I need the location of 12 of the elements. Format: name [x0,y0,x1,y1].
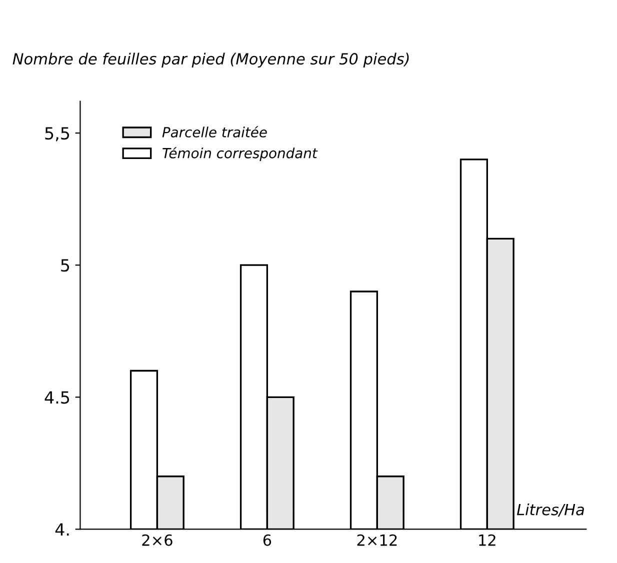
y-tick-label: 4. [55,523,69,536]
x-tick-label: 6 [263,534,272,546]
legend-label: Parcelle traitée [162,126,267,138]
legend-label: Témoin correspondant [162,147,318,162]
y-tick-label: 5,5 [45,127,70,142]
x-tick-label: 2×6 [142,534,172,546]
y-tick-label: 5 [61,259,70,272]
y-axis-title: Nombre de feuilles par pied (Moyenne sur 50 pieds) [12,52,409,68]
x-tick-label: 2×12 [357,534,397,546]
x-tick-label: 12 [479,534,496,546]
y-tick-label: 4.5 [44,391,70,404]
x-axis-title: Litres/Ha [516,504,584,517]
